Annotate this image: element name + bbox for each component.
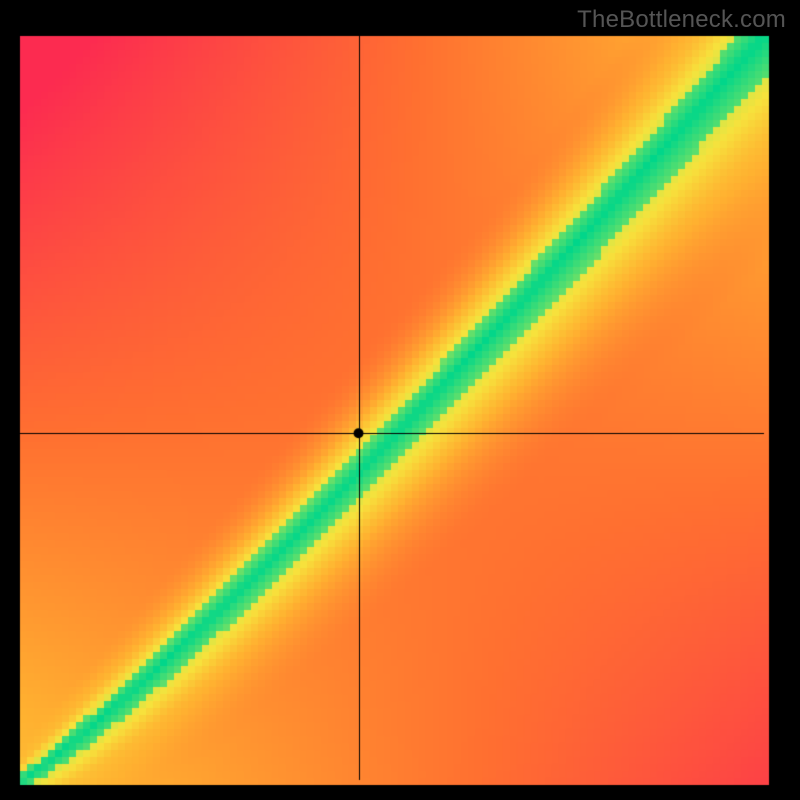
chart-container: TheBottleneck.com [0, 0, 800, 800]
watermark-text: TheBottleneck.com [577, 6, 786, 34]
bottleneck-heatmap [0, 0, 800, 800]
